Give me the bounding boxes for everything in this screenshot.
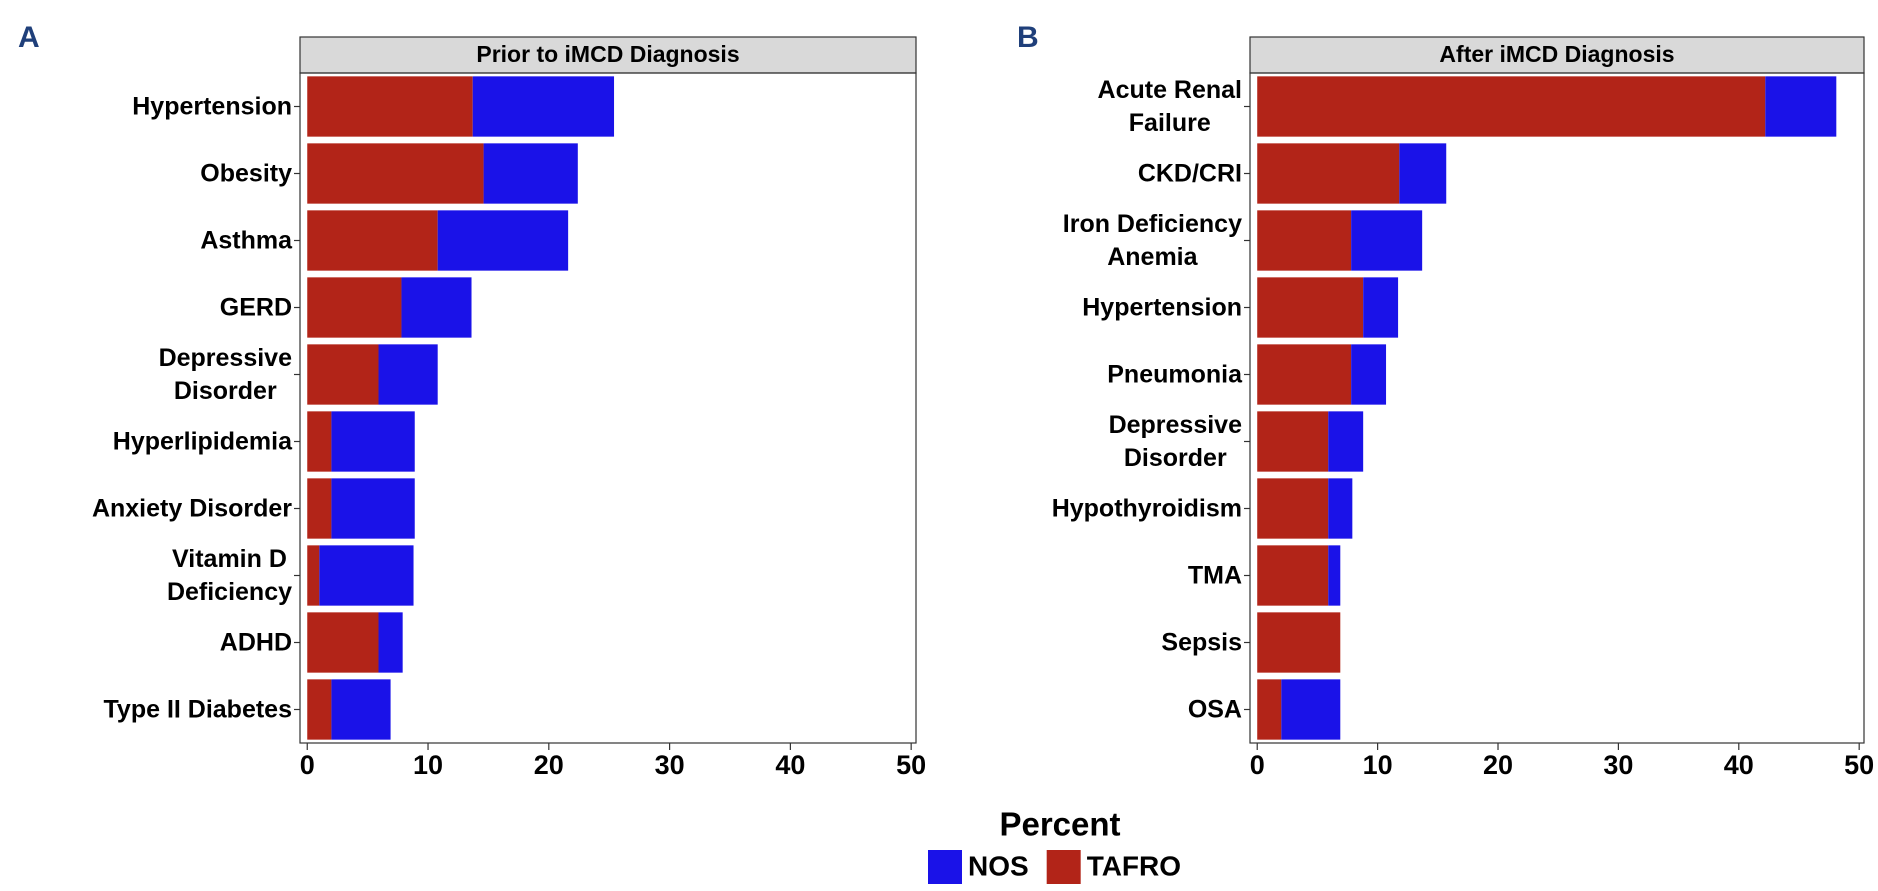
y-tick-label: Hypothyroidism [1051, 494, 1242, 522]
x-tick-label: 30 [655, 750, 685, 780]
bar-segment [1257, 545, 1329, 606]
bar-segment [1257, 210, 1352, 271]
bar-segment [378, 612, 403, 673]
y-tick-label: Anxiety Disorder [91, 494, 292, 522]
bar-segment [401, 277, 472, 338]
bar-segment [1328, 478, 1353, 539]
legend-swatch [1046, 850, 1081, 884]
legend-title: Percent [999, 806, 1120, 843]
bar-segment [1399, 143, 1447, 204]
y-tick-label: Asthma [200, 226, 292, 254]
x-tick-label: 20 [1483, 750, 1513, 780]
bar-segment [1257, 344, 1352, 405]
bar-segment [1257, 277, 1364, 338]
bar-segment [1257, 143, 1400, 204]
x-tick-label: 50 [896, 750, 926, 780]
legend-label: NOS [968, 850, 1029, 881]
y-tick-label: Iron Deficiency Anemia [1062, 209, 1242, 271]
plot-border [1249, 72, 1865, 744]
y-tick-label: GERD [219, 293, 292, 321]
x-tick-label: 30 [1603, 750, 1633, 780]
bar-segment [378, 344, 438, 405]
bar-segment [1351, 344, 1387, 405]
x-tick-label: 50 [1844, 750, 1874, 780]
y-tick-label: Hypertension [1082, 293, 1242, 321]
x-tick-label: 20 [534, 750, 564, 780]
y-tick-label: Vitamin D Deficiency [166, 544, 292, 606]
strip [1249, 36, 1865, 74]
panel-label: B [1017, 21, 1039, 54]
x-tick-label: 0 [1250, 750, 1265, 780]
legend-swatch [928, 850, 962, 884]
bar-segment [1257, 612, 1341, 673]
bar-segment [437, 210, 569, 271]
panel-title: Prior to iMCD Diagnosis [476, 41, 739, 67]
bar-segment [307, 478, 332, 539]
bar-segment [1281, 679, 1341, 740]
bar-segment [1765, 76, 1837, 137]
panel-title: After iMCD Diagnosis [1439, 41, 1674, 67]
x-tick-label: 10 [1363, 750, 1393, 780]
x-tick-label: 40 [775, 750, 805, 780]
y-tick-label: TMA [1187, 561, 1242, 589]
y-tick-label: Sepsis [1161, 628, 1242, 656]
y-tick-label: CKD/CRI [1137, 159, 1242, 187]
bar-segment [307, 545, 320, 606]
bar-segment [1257, 478, 1329, 539]
bar-segment [483, 143, 578, 204]
y-tick-label: OSA [1187, 695, 1242, 723]
y-tick-label: Pneumonia [1107, 360, 1242, 388]
bar-segment [1328, 411, 1364, 472]
y-tick-label: Hypertension [132, 92, 292, 120]
bar-segment [1351, 210, 1423, 271]
bar-segment [331, 478, 415, 539]
bar-segment [1257, 411, 1329, 472]
bar-segment [472, 76, 615, 137]
bar-segment [307, 679, 332, 740]
y-tick-label: Acute Renal Failure [1097, 75, 1242, 137]
bar-segment [1328, 545, 1341, 606]
y-tick-label: ADHD [219, 628, 292, 656]
bar-segment [307, 210, 438, 271]
x-tick-label: 40 [1724, 750, 1754, 780]
x-tick-label: 10 [413, 750, 443, 780]
plot-border [299, 72, 917, 744]
y-tick-label: Obesity [200, 159, 292, 187]
y-tick-label: Type II Diabetes [103, 695, 293, 723]
bar-segment [307, 612, 379, 673]
bar-segment [319, 545, 414, 606]
panel-label: A [18, 21, 40, 54]
bar-segment [307, 143, 484, 204]
bar-segment [307, 344, 379, 405]
bar-segment [307, 76, 473, 137]
y-tick-label: Hyperlipidemia [112, 427, 292, 455]
x-tick-label: 0 [300, 750, 315, 780]
legend-label: TAFRO [1087, 850, 1181, 881]
bar-segment [331, 679, 391, 740]
bar-segment [331, 411, 415, 472]
bar-segment [307, 411, 332, 472]
bar-segment [307, 277, 402, 338]
bar-segment [1257, 76, 1766, 137]
y-tick-label: Depressive Disorder [158, 343, 292, 405]
bar-segment [1363, 277, 1399, 338]
strip [299, 36, 917, 74]
y-tick-label: Depressive Disorder [1108, 410, 1242, 472]
bar-segment [1257, 679, 1282, 740]
